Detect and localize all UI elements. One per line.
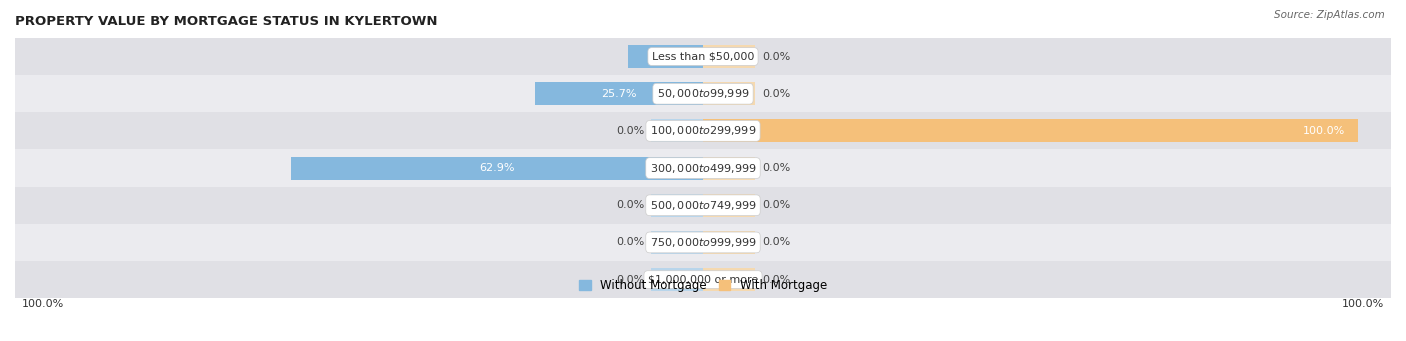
Bar [15, 261, 1391, 298]
Text: 100.0%: 100.0% [1303, 126, 1346, 136]
Text: 62.9%: 62.9% [479, 163, 515, 173]
Bar [703, 268, 755, 291]
Text: 0.0%: 0.0% [762, 89, 790, 99]
Text: 25.7%: 25.7% [600, 89, 637, 99]
Text: 0.0%: 0.0% [616, 126, 644, 136]
Bar [291, 157, 703, 180]
Bar [651, 231, 703, 254]
Bar [15, 224, 1391, 261]
Text: 0.0%: 0.0% [762, 237, 790, 248]
Bar [15, 187, 1391, 224]
Bar [651, 268, 703, 291]
Bar [15, 149, 1391, 187]
Text: 11.4%: 11.4% [648, 51, 683, 62]
Text: $50,000 to $99,999: $50,000 to $99,999 [657, 87, 749, 100]
Bar [703, 194, 755, 217]
Text: 0.0%: 0.0% [616, 237, 644, 248]
Bar [534, 82, 703, 105]
Text: $1,000,000 or more: $1,000,000 or more [648, 275, 758, 285]
Text: 0.0%: 0.0% [762, 51, 790, 62]
Bar [703, 119, 1358, 143]
Text: 0.0%: 0.0% [762, 163, 790, 173]
Text: 0.0%: 0.0% [616, 200, 644, 210]
Bar [15, 112, 1391, 149]
Bar [651, 194, 703, 217]
Bar [703, 82, 755, 105]
Text: 100.0%: 100.0% [21, 299, 63, 309]
Text: PROPERTY VALUE BY MORTGAGE STATUS IN KYLERTOWN: PROPERTY VALUE BY MORTGAGE STATUS IN KYL… [15, 15, 437, 28]
Bar [15, 75, 1391, 112]
Text: $300,000 to $499,999: $300,000 to $499,999 [650, 162, 756, 175]
Legend: Without Mortgage, With Mortgage: Without Mortgage, With Mortgage [574, 275, 832, 297]
Bar [628, 45, 703, 68]
Bar [703, 157, 755, 180]
Text: 0.0%: 0.0% [762, 200, 790, 210]
Bar [15, 38, 1391, 75]
Text: 0.0%: 0.0% [762, 275, 790, 285]
Bar [703, 231, 755, 254]
Text: $500,000 to $749,999: $500,000 to $749,999 [650, 199, 756, 212]
Text: Source: ZipAtlas.com: Source: ZipAtlas.com [1274, 10, 1385, 20]
Text: $750,000 to $999,999: $750,000 to $999,999 [650, 236, 756, 249]
Text: $100,000 to $299,999: $100,000 to $299,999 [650, 124, 756, 137]
Bar [651, 119, 703, 143]
Text: 0.0%: 0.0% [616, 275, 644, 285]
Text: 100.0%: 100.0% [1343, 299, 1385, 309]
Bar [703, 45, 755, 68]
Text: Less than $50,000: Less than $50,000 [652, 51, 754, 62]
